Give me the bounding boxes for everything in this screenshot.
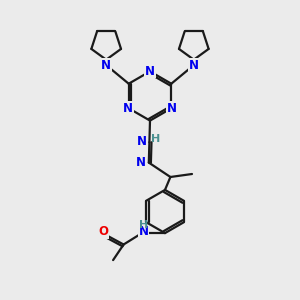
Text: H: H bbox=[152, 134, 160, 144]
Text: N: N bbox=[167, 102, 177, 115]
Text: O: O bbox=[98, 225, 109, 238]
Text: N: N bbox=[101, 58, 111, 72]
Text: N: N bbox=[189, 58, 199, 72]
Text: H: H bbox=[139, 220, 148, 230]
Text: N: N bbox=[123, 102, 133, 115]
Text: N: N bbox=[138, 225, 148, 239]
Text: N: N bbox=[145, 64, 155, 78]
Text: N: N bbox=[137, 135, 147, 148]
Text: N: N bbox=[136, 155, 146, 169]
